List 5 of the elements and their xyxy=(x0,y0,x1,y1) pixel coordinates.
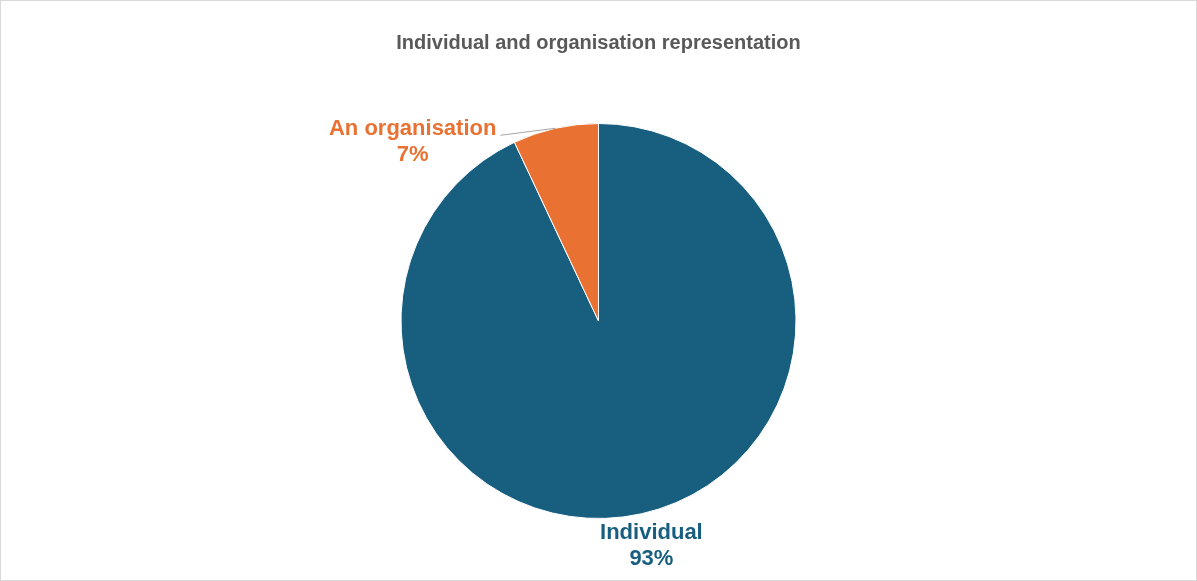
slice-label: Individual xyxy=(600,518,703,544)
data-label: 93% xyxy=(629,544,674,570)
data-label: 7% xyxy=(396,141,429,167)
chart-title: Individual and organisation representation xyxy=(396,30,801,53)
slice-label: An organisation xyxy=(328,115,497,141)
